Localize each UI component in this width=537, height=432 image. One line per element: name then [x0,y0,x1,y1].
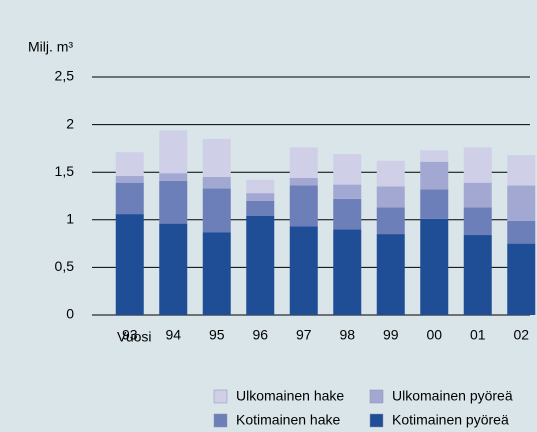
bar-segment [333,184,362,199]
x-tick-label: 02 [513,327,529,343]
y-tick-label: 2,5 [55,68,75,84]
y-axis-label: Milj. m³ [28,39,73,55]
y-tick-label: 0,5 [55,258,75,274]
bar-segment [159,223,188,315]
bar-segment [159,180,188,224]
bar-segment [420,150,449,162]
legend-label: Ulkomainen hake [236,388,344,404]
bar-segment [463,147,492,183]
y-tick-label: 0 [66,306,74,322]
bar-segment [463,207,492,236]
bar-segment [507,243,536,315]
bar-segment [333,198,362,230]
x-tick-label: 95 [209,327,225,343]
x-axis-label: Vuosi [117,329,152,345]
bar-segment [115,176,144,183]
x-tick-label: 98 [339,327,355,343]
bar-segment [115,214,144,315]
x-tick-label: 01 [470,327,486,343]
x-tick-label: 00 [426,327,442,343]
bar-segment [463,235,492,315]
bar-segment [246,179,275,194]
legend-swatch [369,389,384,404]
bar-segment [376,186,405,208]
bar-segment [333,154,362,185]
x-tick-label: 99 [383,327,399,343]
legend-label: Ulkomainen pyöreä [392,388,513,404]
bar-segment [420,161,449,190]
bar-segment [246,200,275,216]
bar-segment [289,147,318,178]
bar-segment [202,188,231,233]
bar-segment [376,160,405,187]
legend-label: Kotimainen pyöreä [392,412,509,428]
y-tick-label: 1 [66,211,74,227]
legend-swatch [213,413,228,428]
bar-segment [420,218,449,315]
bar-segment [246,215,275,315]
legend-swatch [213,389,228,404]
bar-segment [376,207,405,235]
x-tick-label: 94 [165,327,181,343]
bar-segment [202,176,231,189]
bar-segment [376,234,405,315]
bar-segment [115,182,144,215]
bar-segment [159,130,188,174]
bar-segment [159,173,188,181]
bar-segment [202,138,231,177]
bar-segment [507,220,536,244]
bar-segment [202,232,231,315]
bar-segment [289,226,318,315]
bar-segment [289,177,318,186]
bar-segment [289,185,318,227]
bar-segment [507,185,536,221]
bar-segment [420,189,449,219]
legend-swatch [369,413,384,428]
y-tick-label: 1,5 [55,163,75,179]
x-tick-label: 97 [296,327,312,343]
x-tick-label: 96 [252,327,268,343]
legend-label: Kotimainen hake [236,412,341,428]
bar-segment [507,155,536,186]
bar-segment [333,229,362,315]
bar-segment [115,152,144,177]
y-tick-label: 2 [66,115,74,131]
bar-segment [463,182,492,208]
bar-segment [246,193,275,201]
x-tick-label: 93 [122,327,138,343]
